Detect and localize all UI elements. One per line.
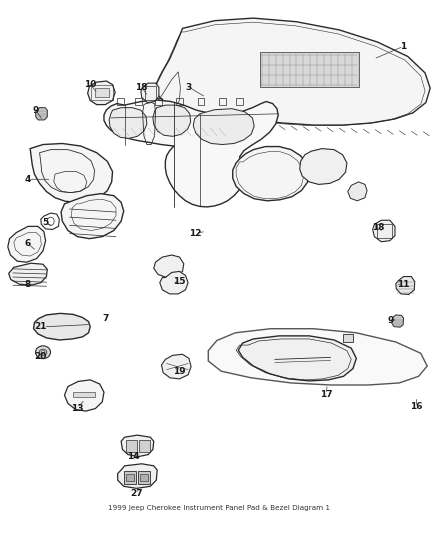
Bar	[236, 99, 243, 104]
Polygon shape	[9, 263, 47, 285]
Text: 15: 15	[173, 277, 186, 286]
Ellipse shape	[39, 349, 47, 356]
Polygon shape	[36, 108, 47, 120]
Polygon shape	[88, 81, 115, 104]
Polygon shape	[238, 336, 357, 381]
Text: 9: 9	[388, 316, 394, 325]
Bar	[145, 86, 156, 100]
Text: 19: 19	[173, 367, 186, 376]
Text: 6: 6	[24, 239, 30, 248]
Text: 1: 1	[400, 42, 407, 51]
Text: 18: 18	[371, 223, 384, 232]
Polygon shape	[392, 315, 403, 327]
Text: 13: 13	[71, 403, 84, 413]
Bar	[260, 52, 358, 87]
Text: 20: 20	[34, 352, 46, 361]
Polygon shape	[373, 220, 395, 242]
Polygon shape	[104, 100, 278, 207]
Text: 21: 21	[34, 321, 46, 330]
Circle shape	[265, 353, 276, 366]
Polygon shape	[109, 108, 147, 139]
Bar	[155, 99, 162, 104]
Bar	[138, 471, 150, 484]
Text: 18: 18	[135, 83, 148, 92]
Bar	[198, 99, 205, 104]
Bar	[126, 440, 137, 451]
Text: 8: 8	[24, 280, 30, 289]
Polygon shape	[160, 271, 188, 294]
Bar	[91, 85, 113, 100]
Polygon shape	[233, 147, 309, 201]
Text: 17: 17	[320, 390, 332, 399]
Polygon shape	[61, 193, 124, 239]
Text: 3: 3	[186, 83, 192, 92]
Text: 4: 4	[25, 175, 31, 184]
Polygon shape	[30, 143, 113, 203]
Polygon shape	[300, 149, 347, 184]
Bar	[117, 99, 124, 104]
Text: 12: 12	[189, 229, 201, 238]
Text: 1999 Jeep Cherokee Instrument Panel Pad & Bezel Diagram 1: 1999 Jeep Cherokee Instrument Panel Pad …	[108, 505, 330, 511]
Polygon shape	[8, 227, 46, 262]
Text: 7: 7	[102, 314, 109, 323]
Polygon shape	[121, 435, 154, 457]
Ellipse shape	[41, 351, 45, 354]
Bar	[135, 99, 142, 104]
Bar	[139, 440, 150, 451]
Bar	[73, 392, 95, 397]
Text: 27: 27	[130, 489, 143, 498]
Polygon shape	[154, 255, 184, 278]
Bar	[377, 224, 392, 238]
Circle shape	[78, 388, 90, 402]
Bar	[95, 88, 109, 98]
Polygon shape	[118, 464, 157, 488]
Text: 11: 11	[397, 280, 410, 289]
Polygon shape	[396, 277, 415, 294]
Polygon shape	[64, 380, 104, 411]
Polygon shape	[155, 18, 430, 125]
Polygon shape	[141, 83, 159, 102]
Polygon shape	[34, 313, 90, 340]
Polygon shape	[153, 105, 191, 136]
Polygon shape	[208, 329, 427, 385]
Bar	[176, 99, 183, 104]
Ellipse shape	[37, 319, 47, 335]
Text: 5: 5	[42, 219, 48, 227]
Bar	[141, 474, 148, 481]
Ellipse shape	[35, 346, 50, 359]
Polygon shape	[348, 182, 367, 201]
Text: 14: 14	[127, 452, 139, 461]
Bar	[343, 334, 353, 342]
Text: 16: 16	[410, 402, 423, 411]
Bar	[126, 474, 134, 481]
Polygon shape	[193, 109, 254, 144]
Bar	[219, 99, 226, 104]
Polygon shape	[162, 354, 191, 379]
Bar	[124, 471, 136, 484]
Text: 9: 9	[32, 106, 39, 115]
Text: 10: 10	[84, 80, 96, 89]
